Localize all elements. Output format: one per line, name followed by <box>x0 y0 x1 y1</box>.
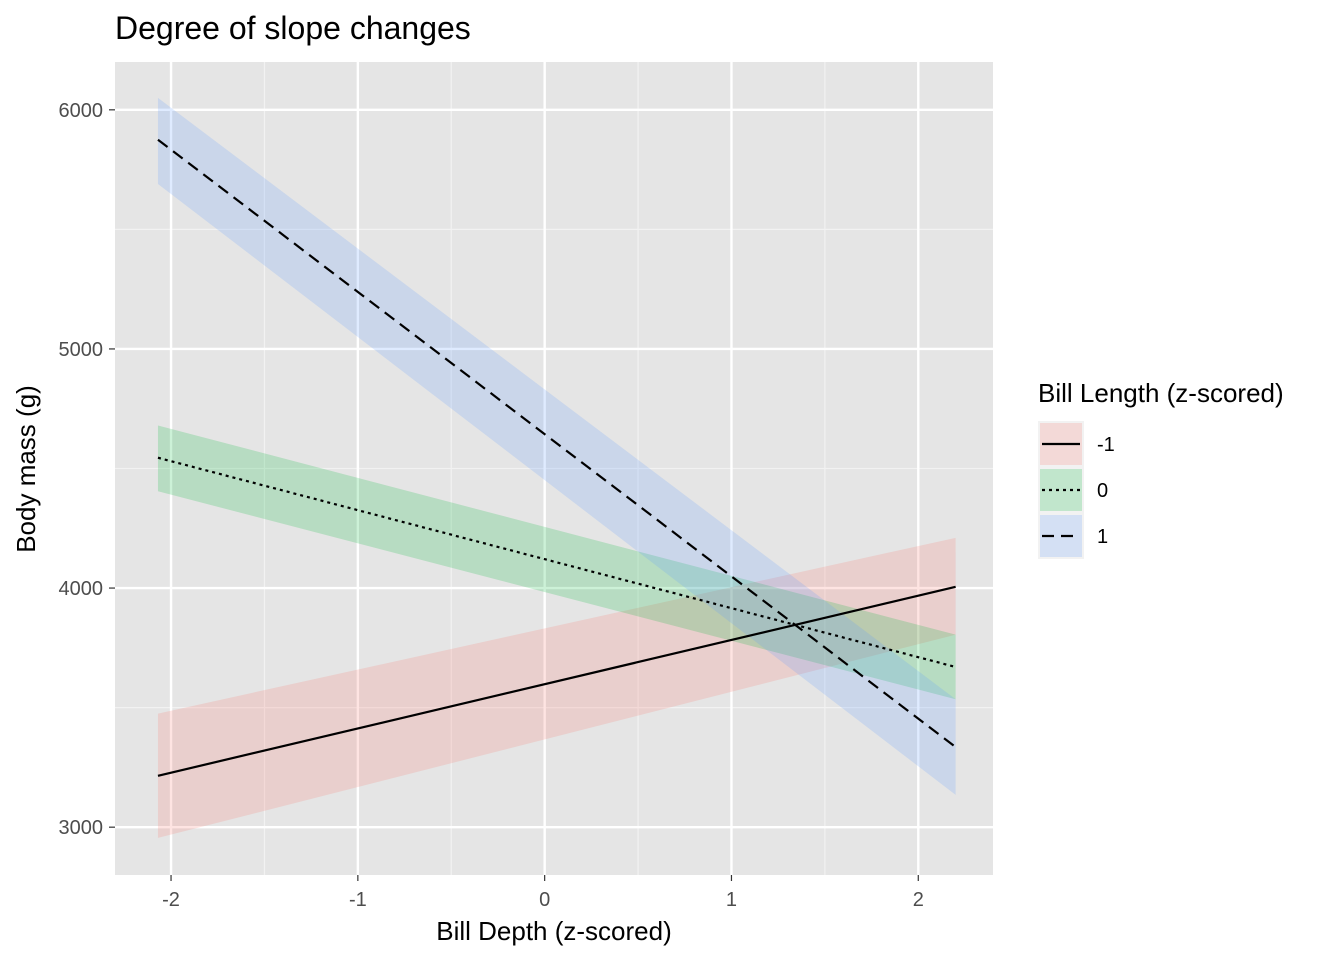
ribbon-series-0 <box>157 425 956 700</box>
y-tick-label: 3000 <box>59 817 104 839</box>
x-tick-label: -2 <box>162 889 180 911</box>
y-tick-label: 6000 <box>59 100 104 122</box>
x-tick-label: 0 <box>539 889 550 911</box>
y-axis: 3000 4000 5000 6000 <box>59 100 115 839</box>
line-series-1 <box>157 138 957 748</box>
legend: Bill Length (z-scored) -1 0 1 <box>1038 378 1284 559</box>
legend-key-bg <box>1038 467 1084 513</box>
legend-label: 0 <box>1097 480 1108 502</box>
x-tick-label: 2 <box>913 889 924 911</box>
ribbon-series--1 <box>157 537 956 838</box>
ribbon-series-1 <box>157 97 956 795</box>
y-tick-label: 4000 <box>59 578 104 600</box>
line-series-0 <box>157 456 956 669</box>
legend-title: Bill Length (z-scored) <box>1038 378 1284 408</box>
chart-title: Degree of slope changes <box>115 10 471 46</box>
line-series--1 <box>157 585 956 777</box>
plot-panel <box>115 62 993 875</box>
x-axis-title: Bill Depth (z-scored) <box>436 916 672 946</box>
legend-label: -1 <box>1097 434 1115 456</box>
x-tick-label: -1 <box>349 889 367 911</box>
y-tick-label: 5000 <box>59 339 104 361</box>
x-axis: -2 -1 0 1 2 <box>162 875 924 911</box>
x-tick-label: 1 <box>726 889 737 911</box>
legend-label: 1 <box>1097 526 1108 548</box>
legend-key-fill <box>1040 469 1082 511</box>
y-axis-title: Body mass (g) <box>11 385 41 553</box>
